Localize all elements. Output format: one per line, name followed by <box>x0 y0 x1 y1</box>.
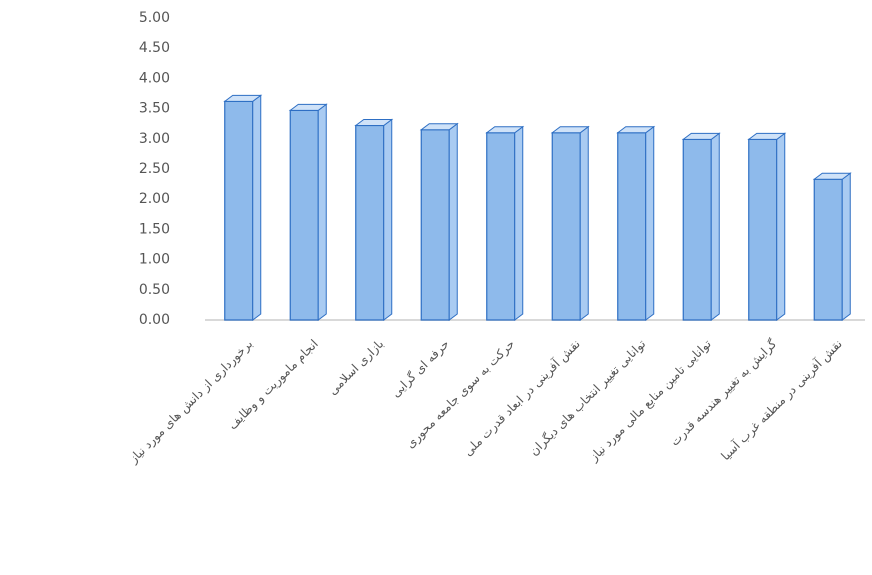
bar-side <box>252 94 262 321</box>
bar-top <box>485 126 525 134</box>
bar-side <box>645 125 655 321</box>
bar-front <box>617 132 647 321</box>
bar-front <box>682 138 712 321</box>
bar-top <box>616 126 656 134</box>
bar-top <box>419 123 459 131</box>
y-tick-label: 2.00 <box>139 191 170 207</box>
bar-front <box>748 138 778 321</box>
bar-top <box>354 119 394 127</box>
bar-side <box>448 122 458 321</box>
bar-top <box>550 126 590 134</box>
y-tick-label: 0.50 <box>139 282 170 298</box>
y-tick-label: 4.50 <box>139 40 170 56</box>
y-tick-label: 1.00 <box>139 252 170 268</box>
bar-side <box>514 125 524 321</box>
bar-front <box>420 129 450 321</box>
bar-side <box>841 172 851 321</box>
y-tick-label: 3.50 <box>139 101 170 117</box>
bar-side <box>317 103 327 321</box>
bar-front <box>486 132 516 321</box>
bar-side <box>710 132 720 321</box>
y-tick-label: 2.50 <box>139 161 170 177</box>
y-tick-label: 3.00 <box>139 131 170 147</box>
bar-side <box>776 132 786 321</box>
y-tick-label: 0.00 <box>139 312 170 328</box>
bar-front <box>551 132 581 321</box>
bar-side <box>579 125 589 321</box>
bar-front <box>289 109 319 321</box>
y-tick-label: 4.00 <box>139 70 170 86</box>
bar-side <box>383 118 393 321</box>
bar-top <box>747 132 787 140</box>
bar-top <box>812 172 852 180</box>
bar-front <box>813 178 843 321</box>
bar-top <box>223 94 263 102</box>
y-tick-label: 1.50 <box>139 221 170 237</box>
bar-front <box>355 124 385 321</box>
y-tick-label: 5.00 <box>139 10 170 26</box>
bar-top <box>681 132 721 140</box>
bar-top <box>288 103 328 111</box>
bar-front <box>224 100 254 321</box>
